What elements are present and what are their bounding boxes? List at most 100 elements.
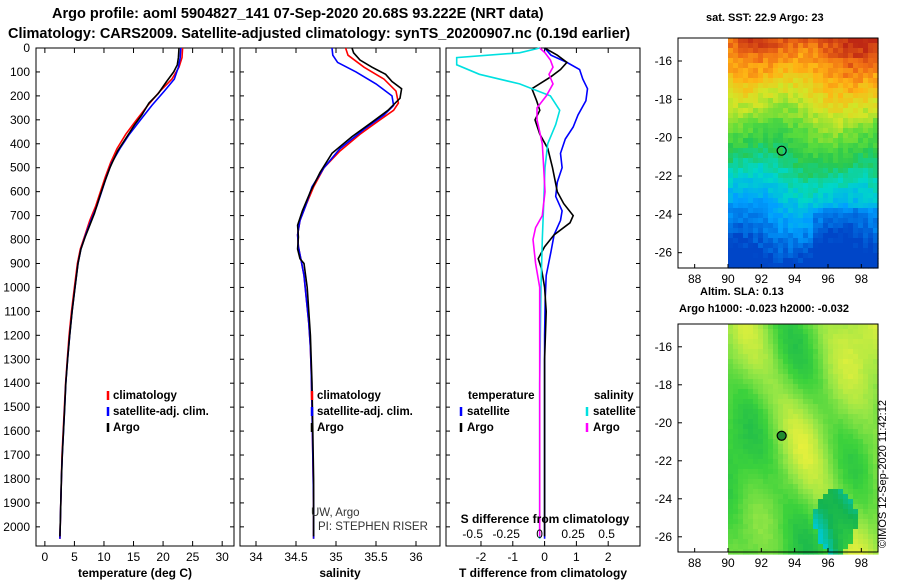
heatmap-cell (773, 434, 779, 440)
heatmap-cell (858, 68, 864, 74)
heatmap-cell (853, 228, 859, 234)
heatmap-cell (833, 479, 839, 485)
heatmap-cell (728, 203, 734, 209)
heatmap-cell (838, 263, 844, 269)
heatmap-cell (813, 439, 819, 445)
heatmap-cell (753, 519, 759, 525)
heatmap-cell (818, 454, 824, 460)
heatmap-cell (763, 534, 769, 540)
heatmap-cell (783, 243, 789, 249)
heatmap-cell (768, 334, 774, 340)
heatmap-cell (828, 434, 834, 440)
heatmap-cell (753, 419, 759, 425)
heatmap-cell (793, 93, 799, 99)
heatmap-cell (843, 178, 849, 184)
heatmap-cell (873, 138, 879, 144)
heatmap-cell (853, 364, 859, 370)
heatmap-cell (853, 504, 859, 510)
heatmap-cell (863, 213, 869, 219)
heatmap-cell (763, 464, 769, 470)
heatmap-cell (808, 188, 814, 194)
heatmap-cell (828, 389, 834, 395)
heatmap-cell (813, 404, 819, 410)
heatmap-cell (838, 123, 844, 129)
heatmap-cell (798, 118, 804, 124)
heatmap-cell (778, 63, 784, 69)
heatmap-cell (858, 449, 864, 455)
heatmap-cell (833, 489, 839, 495)
heatmap-cell (763, 444, 769, 450)
heatmap-cell (848, 464, 854, 470)
heatmap-cell (868, 258, 874, 264)
heatmap-cell (783, 324, 789, 330)
heatmap-cell (828, 514, 834, 520)
heatmap-cell (793, 369, 799, 375)
heatmap-cell (813, 173, 819, 179)
heatmap-cell (763, 173, 769, 179)
heatmap-cell (728, 499, 734, 505)
heatmap-cell (748, 93, 754, 99)
heatmap-cell (738, 539, 744, 545)
heatmap-cell (818, 539, 824, 545)
heatmap-cell (793, 143, 799, 149)
heatmap-cell (793, 364, 799, 370)
heatmap-cell (768, 459, 774, 465)
heatmap-cell (838, 544, 844, 550)
heatmap-cell (838, 228, 844, 234)
heatmap-cell (823, 364, 829, 370)
heatmap-cell (768, 58, 774, 64)
heatmap-cell (843, 394, 849, 400)
heatmap-cell (793, 344, 799, 350)
heatmap-cell (853, 43, 859, 49)
heatmap-cell (738, 339, 744, 345)
heatmap-cell (838, 193, 844, 199)
heatmap-cell (728, 424, 734, 430)
heatmap-cell (788, 409, 794, 415)
heatmap-cell (788, 404, 794, 410)
heatmap-cell (863, 203, 869, 209)
heatmap-cell (753, 118, 759, 124)
heatmap-cell (778, 103, 784, 109)
heatmap-cell (868, 53, 874, 59)
heatmap-cell (808, 529, 814, 535)
heatmap-cell (833, 404, 839, 410)
heatmap-cell (803, 404, 809, 410)
heatmap-cell (748, 193, 754, 199)
heatmap-cell (843, 93, 849, 99)
heatmap-cell (788, 163, 794, 169)
heatmap-cell (848, 103, 854, 109)
heatmap-cell (873, 143, 879, 149)
heatmap-cell (798, 444, 804, 450)
heatmap-cell (853, 98, 859, 104)
heatmap-cell (813, 419, 819, 425)
heatmap-cell (758, 479, 764, 485)
heatmap-cell (788, 73, 794, 79)
heatmap-cell (728, 108, 734, 114)
heatmap-cell (788, 248, 794, 254)
heatmap-cell (758, 203, 764, 209)
heatmap-cell (738, 208, 744, 214)
heatmap-cell (833, 223, 839, 229)
heatmap-cell (863, 233, 869, 239)
heatmap-cell (828, 263, 834, 269)
heatmap-cell (858, 444, 864, 450)
heatmap-cell (783, 399, 789, 405)
heatmap-cell (768, 389, 774, 395)
heatmap-cell (863, 514, 869, 520)
heatmap-cell (863, 469, 869, 475)
heatmap-cell (803, 63, 809, 69)
heatmap-cell (733, 213, 739, 219)
heatmap-cell (768, 118, 774, 124)
heatmap-cell (868, 238, 874, 244)
heatmap-cell (733, 148, 739, 154)
heatmap-cell (848, 48, 854, 54)
heatmap-cell (818, 524, 824, 530)
heatmap-cell (778, 248, 784, 254)
heatmap-cell (868, 504, 874, 510)
heatmap-cell (813, 263, 819, 269)
heatmap-cell (858, 414, 864, 420)
heatmap-cell (818, 128, 824, 134)
heatmap-cell (818, 429, 824, 435)
heatmap-cell (823, 454, 829, 460)
heatmap-cell (743, 143, 749, 149)
